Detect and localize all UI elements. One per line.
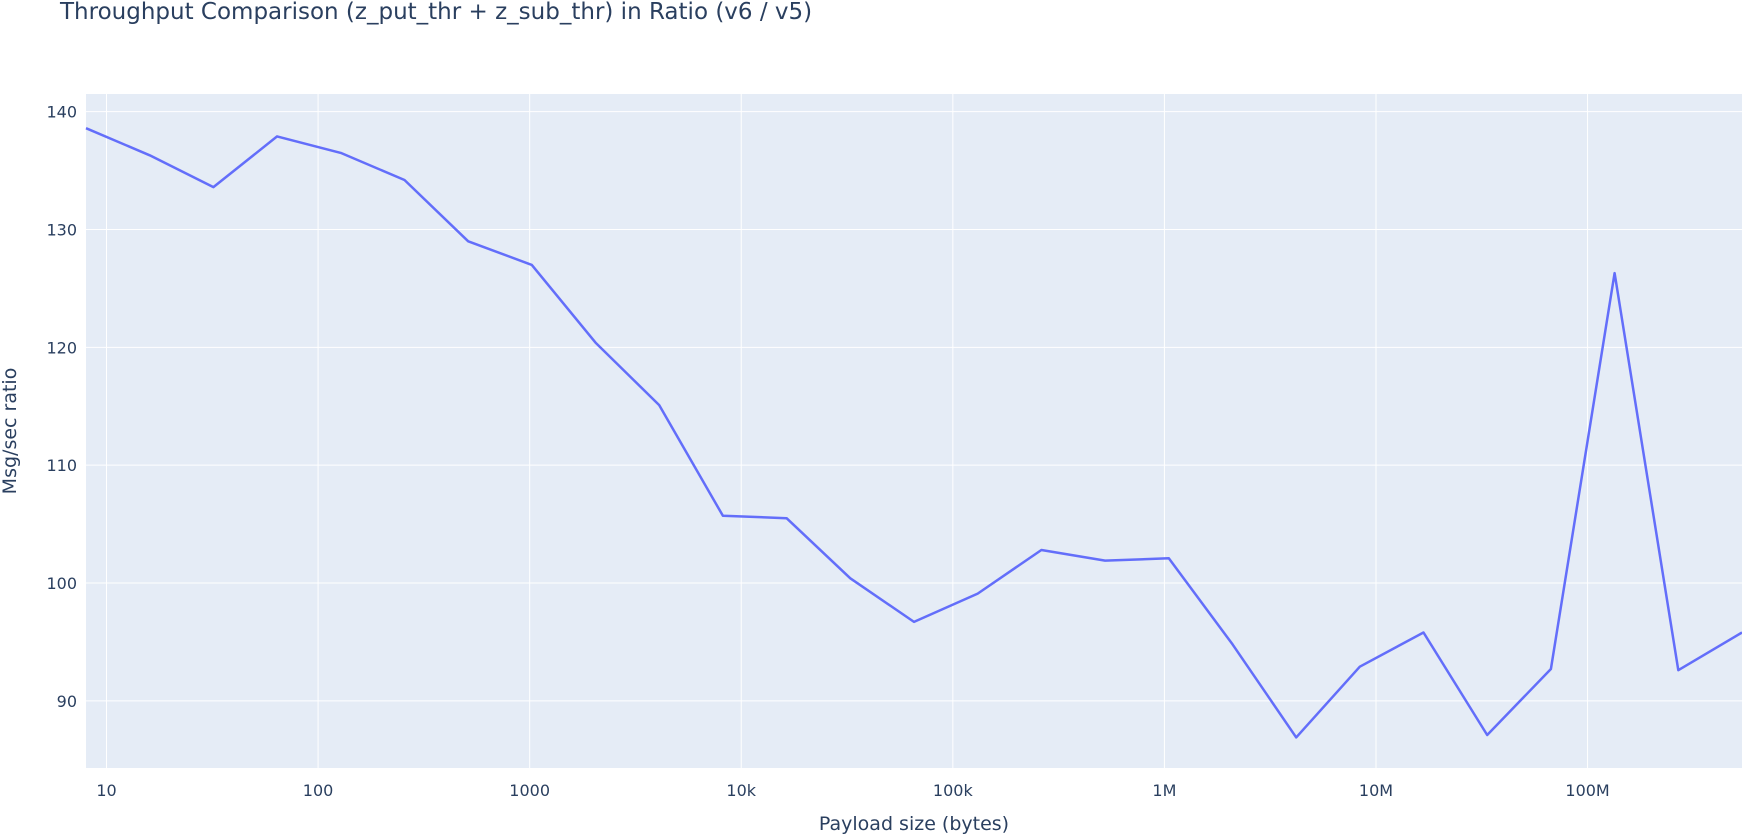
chart-title: Throughput Comparison (z_put_thr + z_sub…: [59, 0, 812, 25]
x-axis-title: Payload size (bytes): [819, 813, 1009, 835]
x-tick-label: 10M: [1359, 781, 1393, 800]
y-tick-label: 140: [46, 103, 77, 122]
x-tick-label: 1M: [1152, 781, 1176, 800]
x-tick-label: 100k: [933, 781, 974, 800]
x-tick-label: 10k: [726, 781, 756, 800]
y-tick-label: 110: [46, 456, 77, 475]
grid-lines: [86, 94, 1742, 768]
plot-area: [86, 94, 1742, 768]
series-line-0: [85, 127, 1742, 739]
y-tick-label: 130: [46, 221, 77, 240]
x-tick-label: 10: [96, 781, 116, 800]
x-tick-label: 100: [303, 781, 334, 800]
axis-ticks: 90 100 110 120 130 140 10 100 1000 10k 100k 1M 10M 10…: [46, 103, 1609, 800]
y-axis-title: Msg/sec ratio: [0, 368, 21, 495]
x-tick-label: 1000: [509, 781, 550, 800]
x-tick-label: 100M: [1565, 781, 1609, 800]
y-tick-label: 100: [46, 574, 77, 593]
y-tick-label: 120: [46, 338, 77, 357]
series-layer: [85, 127, 1742, 739]
y-tick-label: 90: [57, 692, 77, 711]
